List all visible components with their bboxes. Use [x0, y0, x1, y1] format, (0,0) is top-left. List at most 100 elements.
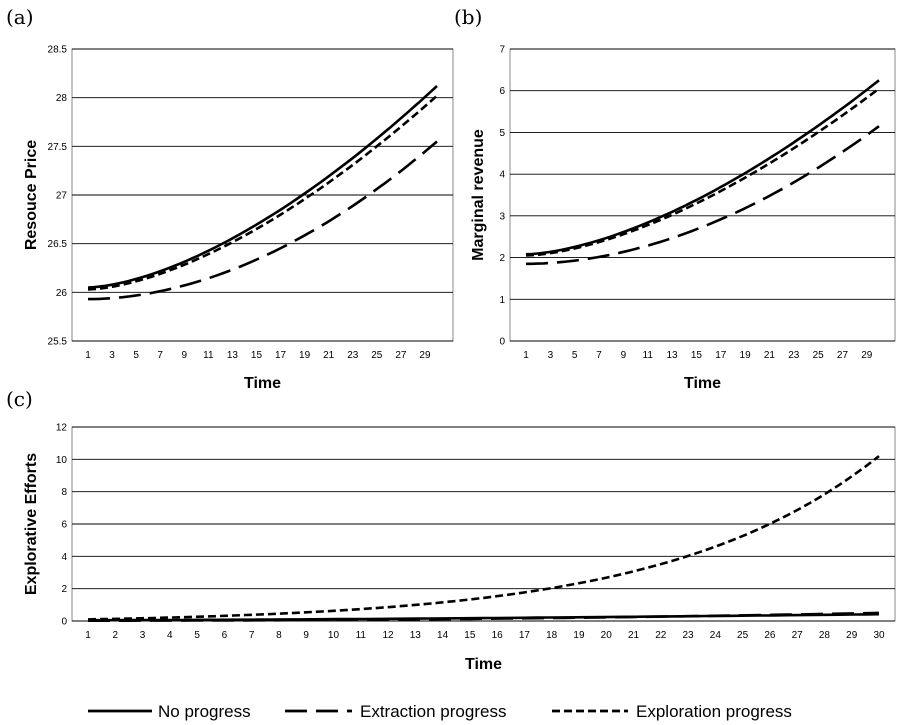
series-line-exploration-progress [525, 87, 880, 257]
y-tick-label: 0 [61, 617, 67, 628]
x-tick-label: 30 [873, 630, 885, 641]
series-line-no-progress [87, 85, 438, 289]
x-tick-label: 27 [395, 350, 407, 361]
y-tick-label: 26 [56, 288, 68, 299]
panel-label-b: (b) [454, 5, 482, 29]
series-line-no-progress [525, 79, 880, 256]
x-tick-label: 20 [601, 630, 613, 641]
x-tick-label: 13 [667, 350, 679, 361]
x-tick-label: 17 [715, 350, 727, 361]
y-tick-label: 0 [499, 337, 505, 348]
x-tick-label: 16 [492, 630, 504, 641]
x-tick-label: 13 [410, 630, 422, 641]
x-tick-label: 19 [740, 350, 752, 361]
x-tick-label: 19 [573, 630, 585, 641]
y-tick-label: 28.5 [48, 45, 68, 56]
x-tick-label: 11 [643, 350, 654, 361]
x-tick-label: 3 [109, 350, 115, 361]
x-tick-label: 1 [523, 350, 529, 361]
y-tick-label: 6 [499, 86, 505, 97]
x-tick-label: 27 [837, 350, 849, 361]
y-tick-label: 2 [499, 253, 505, 264]
x-tick-label: 25 [371, 350, 383, 361]
x-tick-label: 25 [813, 350, 825, 361]
x-tick-label: 11 [203, 350, 214, 361]
x-axis-title: Time [465, 656, 502, 673]
x-tick-label: 23 [683, 630, 695, 641]
x-tick-label: 21 [764, 350, 776, 361]
x-tick-label: 21 [323, 350, 335, 361]
x-tick-label: 23 [347, 350, 359, 361]
y-tick-label: 2 [61, 584, 67, 595]
x-tick-label: 4 [167, 630, 173, 641]
legend-label-no-progress: No progress [158, 702, 251, 721]
x-tick-label: 1 [85, 630, 91, 641]
x-tick-label: 9 [621, 350, 627, 361]
y-tick-label: 12 [56, 423, 68, 434]
x-tick-label: 6 [222, 630, 228, 641]
y-tick-label: 3 [499, 211, 505, 222]
x-tick-label: 5 [572, 350, 578, 361]
y-axis-title: Resouce Price [23, 140, 40, 250]
x-tick-label: 15 [464, 630, 476, 641]
legend: No progress Extraction progress Explorat… [88, 702, 792, 721]
x-tick-label: 10 [328, 630, 340, 641]
plot-frame [509, 48, 896, 342]
x-tick-label: 25 [737, 630, 749, 641]
x-tick-label: 8 [276, 630, 282, 641]
x-tick-label: 22 [655, 630, 667, 641]
legend-label-extraction-progress: Extraction progress [360, 702, 506, 721]
x-tick-label: 1 [85, 350, 91, 361]
y-tick-label: 27 [56, 191, 68, 202]
x-tick-label: 29 [846, 630, 858, 641]
x-tick-label: 13 [227, 350, 239, 361]
x-tick-label: 21 [628, 630, 640, 641]
x-tick-label: 26 [764, 630, 776, 641]
x-tick-label: 17 [275, 350, 287, 361]
x-tick-label: 5 [194, 630, 200, 641]
y-tick-label: 1 [499, 295, 505, 306]
y-tick-label: 28 [56, 93, 68, 104]
x-tick-label: 7 [596, 350, 602, 361]
legend-label-exploration-progress: Exploration progress [636, 702, 792, 721]
y-axis-title: Explorative Efforts [23, 453, 40, 595]
x-tick-label: 11 [356, 630, 367, 641]
x-tick-label: 19 [299, 350, 311, 361]
y-tick-label: 26.5 [48, 239, 68, 250]
x-tick-label: 7 [249, 630, 255, 641]
x-tick-label: 29 [419, 350, 431, 361]
x-tick-label: 27 [792, 630, 804, 641]
x-tick-label: 28 [819, 630, 831, 641]
y-tick-label: 6 [61, 520, 67, 531]
x-tick-label: 9 [303, 630, 309, 641]
x-tick-label: 9 [181, 350, 187, 361]
x-tick-label: 2 [112, 630, 118, 641]
panel-label-c: (c) [6, 387, 33, 411]
x-tick-label: 24 [710, 630, 722, 641]
x-axis-title: Time [244, 375, 281, 392]
y-tick-label: 4 [61, 552, 67, 563]
x-tick-label: 23 [788, 350, 800, 361]
x-tick-label: 15 [691, 350, 703, 361]
x-tick-label: 7 [157, 350, 163, 361]
series-line-extraction-progress [526, 125, 880, 266]
x-tick-label: 5 [133, 350, 139, 361]
y-tick-label: 27.5 [48, 142, 68, 153]
series-line-extraction-progress [88, 140, 438, 301]
y-tick-label: 10 [56, 455, 68, 466]
x-tick-label: 3 [548, 350, 554, 361]
y-axis-title: Marginal revenue [470, 129, 487, 261]
series-line-exploration-progress [87, 455, 880, 621]
x-tick-label: 29 [861, 350, 873, 361]
x-tick-label: 3 [140, 630, 146, 641]
y-tick-label: 25.5 [48, 337, 68, 348]
y-tick-label: 4 [499, 170, 505, 181]
y-tick-label: 7 [499, 45, 505, 56]
panel-label-a: (a) [6, 5, 34, 29]
x-tick-label: 12 [382, 630, 394, 641]
x-tick-label: 17 [519, 630, 531, 641]
y-tick-label: 5 [499, 128, 505, 139]
